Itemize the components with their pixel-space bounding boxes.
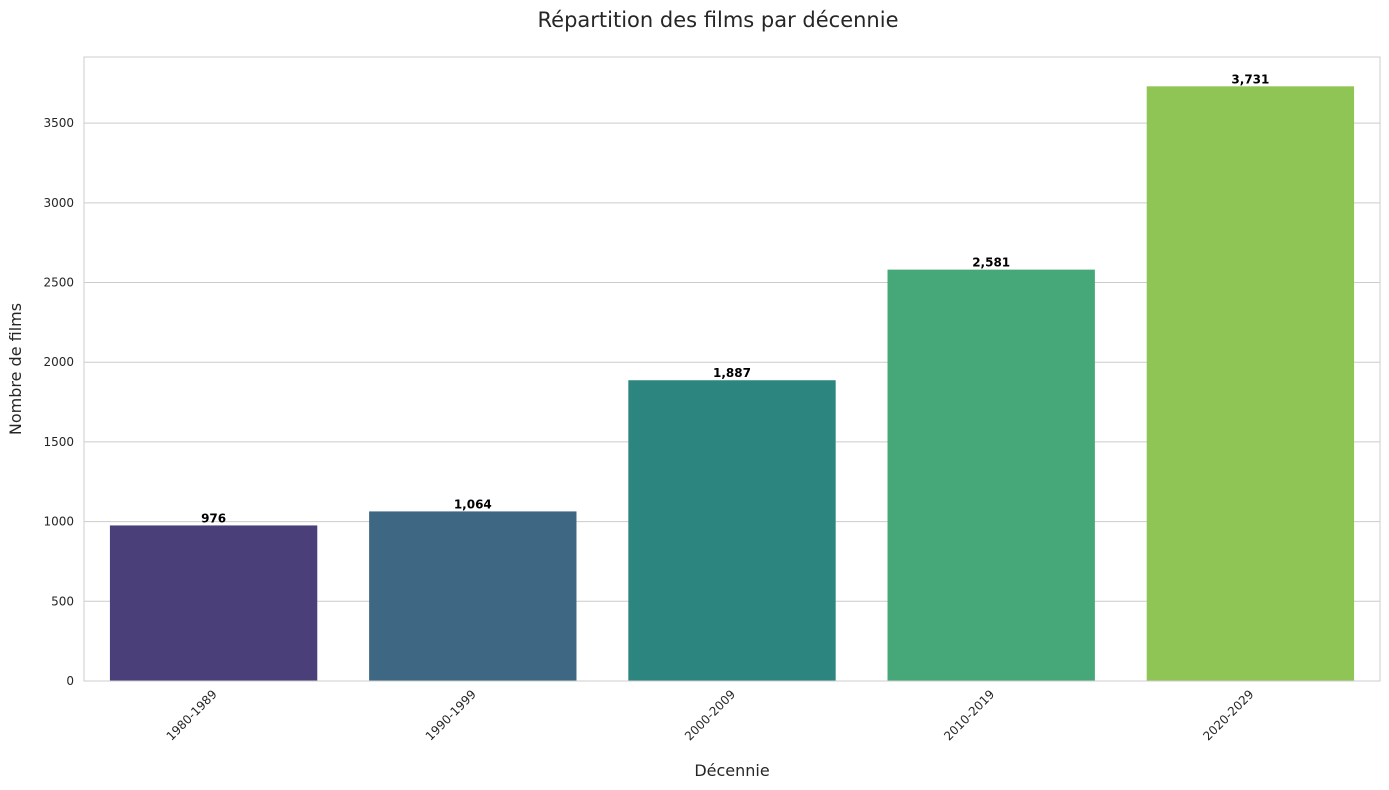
data-labels: 976 1,064 1,887 2,581 3,731 (201, 72, 1269, 525)
y-axis-ticks: 0 500 1000 1500 2000 2500 3000 3500 (43, 116, 74, 688)
y-tick-label: 1500 (43, 435, 74, 449)
data-label: 3,731 (1231, 72, 1269, 86)
y-tick-label: 1000 (43, 515, 74, 529)
x-tick-label: 2010-2019 (941, 687, 997, 743)
x-tick-label: 1990-1999 (423, 687, 479, 743)
data-label: 1,887 (713, 366, 751, 380)
chart-title: Répartition des films par décennie (538, 8, 899, 32)
plot-frame (83, 56, 1381, 682)
y-tick-label: 2500 (43, 276, 74, 290)
bar-1980-1989 (109, 525, 318, 681)
y-tick-label: 2000 (43, 355, 74, 369)
x-axis-ticks: 1980-1989 1990-1999 2000-2009 2010-2019 2020… (164, 687, 1257, 743)
x-tick-label: 2020-2029 (1200, 687, 1256, 743)
y-axis-label: Nombre de films (6, 303, 25, 435)
bar-1990-1999 (369, 511, 577, 681)
data-label: 976 (201, 511, 226, 525)
x-tick-label: 1980-1989 (164, 687, 220, 743)
bar-2000-2009 (628, 380, 836, 681)
x-tick-label: 2000-2009 (682, 687, 738, 743)
y-tick-label: 3000 (43, 196, 74, 210)
bar-2020-2029 (1146, 86, 1355, 681)
y-tick-label: 0 (66, 674, 74, 688)
y-tick-label: 500 (51, 594, 74, 608)
data-label: 2,581 (972, 256, 1010, 270)
data-label: 1,064 (454, 497, 492, 511)
bar-2010-2019 (887, 269, 1095, 681)
y-tick-label: 3500 (43, 116, 74, 130)
bars (109, 86, 1355, 681)
x-axis-label: Décennie (694, 761, 769, 780)
